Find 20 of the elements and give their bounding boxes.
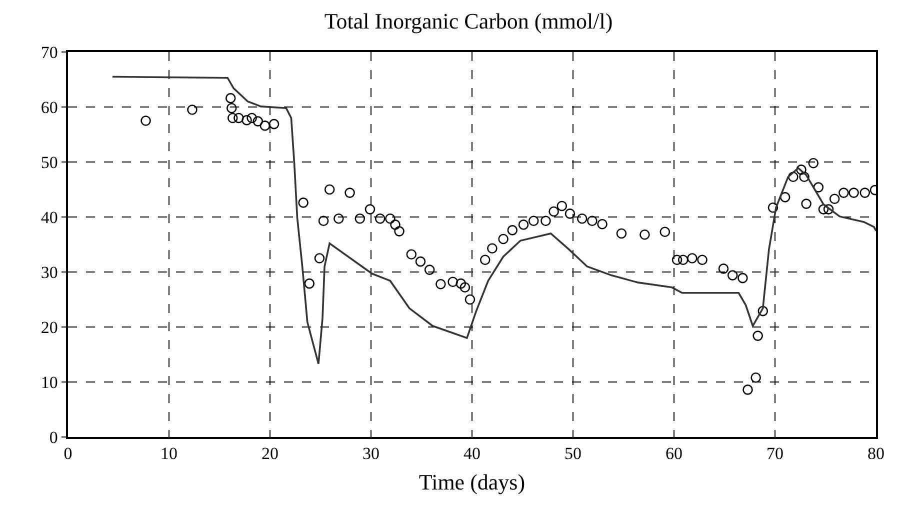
y-tick-label: 20 <box>40 318 58 337</box>
line-series <box>112 76 876 365</box>
x-tick-label: 30 <box>362 444 380 464</box>
y-tick-label: 30 <box>40 262 58 282</box>
x-tick-label: 0 <box>64 444 72 464</box>
y-tick-label: 60 <box>40 98 58 117</box>
x-tick-label: 40 <box>464 444 480 464</box>
x-tick-label: 50 <box>564 444 582 464</box>
y-tick-label: 50 <box>40 152 58 172</box>
x-tick-label: 20 <box>262 444 278 464</box>
x-axis-title: Time (days) <box>418 470 526 495</box>
x-tick-label: 60 <box>666 444 682 464</box>
chart-title: Total Inorganic Carbon (mmol/l) <box>324 8 613 34</box>
x-tick-label: 80 <box>868 444 884 464</box>
x-tick-label: 70 <box>766 444 784 464</box>
y-tick-label: 10 <box>40 372 58 392</box>
y-tick-label: 70 <box>40 42 58 62</box>
y-tick-label: 40 <box>40 208 58 227</box>
x-tick-label: 10 <box>160 444 178 464</box>
y-tick-label: 0 <box>49 428 58 447</box>
